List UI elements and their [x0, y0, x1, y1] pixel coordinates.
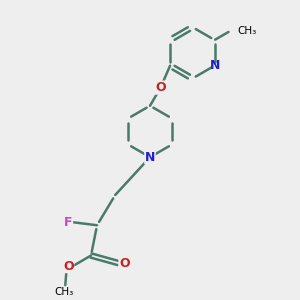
Text: O: O	[119, 256, 130, 270]
Text: F: F	[64, 216, 73, 229]
Text: N: N	[145, 151, 155, 164]
Text: CH₃: CH₃	[238, 26, 257, 36]
Text: O: O	[155, 81, 166, 94]
Text: O: O	[63, 260, 74, 273]
Text: N: N	[209, 59, 220, 72]
Text: CH₃: CH₃	[54, 287, 74, 297]
